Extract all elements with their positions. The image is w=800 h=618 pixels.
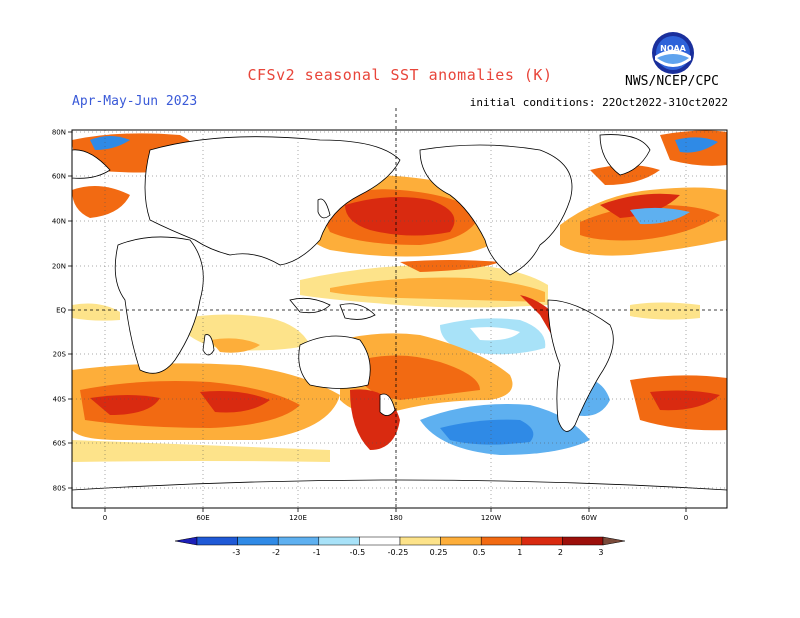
initial-conditions-label: initial conditions: 22Oct2022-31Oct2022 bbox=[469, 96, 728, 109]
colorbar-tick-label: 3 bbox=[598, 548, 603, 557]
colorbar-segment bbox=[318, 536, 360, 546]
colorbar-segment bbox=[277, 536, 320, 546]
lon-label: 60W bbox=[581, 514, 597, 522]
land-outlines bbox=[72, 134, 727, 508]
colorbar-tick-label: -3 bbox=[232, 548, 240, 557]
lon-label: 60E bbox=[196, 514, 209, 522]
lon-label: 180 bbox=[389, 514, 402, 522]
agency-label: NWS/NCEP/CPC bbox=[625, 74, 719, 89]
colorbar-segment bbox=[440, 536, 482, 546]
lat-label: 80S bbox=[53, 485, 67, 493]
lat-label: 60N bbox=[52, 173, 66, 181]
colorbar: -3 -2 -1 -0.5 -0.25 0.25 0.5 1 2 3 bbox=[174, 536, 626, 557]
lon-label: 0 bbox=[684, 514, 688, 522]
lat-label: 40S bbox=[53, 396, 67, 404]
colorbar-end-low bbox=[174, 536, 198, 546]
season-label: Apr-May-Jun 2023 bbox=[72, 94, 198, 109]
lat-label: EQ bbox=[56, 307, 66, 315]
colorbar-tick-label: -1 bbox=[313, 548, 321, 557]
colorbar-segment bbox=[237, 536, 279, 546]
colorbar-tick-label: 0.25 bbox=[430, 548, 448, 557]
colorbar-tick-label: 0.5 bbox=[473, 548, 486, 557]
map-frame bbox=[71, 129, 728, 509]
noaa-logo-icon: NOAA bbox=[652, 32, 694, 74]
lat-label: 60S bbox=[53, 440, 67, 448]
colorbar-tick-label: 1 bbox=[517, 548, 522, 557]
colorbar-tick-label: 2 bbox=[558, 548, 563, 557]
colorbar-tick-label: -0.5 bbox=[350, 548, 366, 557]
colorbar-segment bbox=[399, 536, 441, 546]
lon-label: 0 bbox=[103, 514, 107, 522]
lat-label: 80N bbox=[52, 129, 66, 137]
longitude-labels: 0 60E 120E 180 120W 60W 0 bbox=[103, 508, 688, 522]
colorbar-segment bbox=[359, 536, 401, 546]
latitude-labels: 80N 60N 40N 20N EQ 20S 40S 60S 80S bbox=[52, 129, 72, 493]
colorbar-segment bbox=[196, 536, 238, 546]
colorbar-segment bbox=[521, 536, 563, 546]
colorbar-tick-label: -2 bbox=[272, 548, 280, 557]
southern-ocean-warm-belt bbox=[72, 363, 727, 462]
colorbar-tick-label: -0.25 bbox=[388, 548, 409, 557]
map-title: CFSv2 seasonal SST anomalies (K) bbox=[247, 66, 553, 84]
colorbar-segment bbox=[480, 536, 523, 546]
lon-label: 120W bbox=[481, 514, 501, 522]
logo-text: NOAA bbox=[660, 44, 686, 53]
lat-label: 40N bbox=[52, 218, 66, 226]
colorbar-segment bbox=[562, 536, 604, 546]
lat-label: 20S bbox=[53, 351, 67, 359]
colorbar-end-high bbox=[602, 536, 626, 546]
lon-label: 120E bbox=[289, 514, 307, 522]
lat-label: 20N bbox=[52, 263, 66, 271]
